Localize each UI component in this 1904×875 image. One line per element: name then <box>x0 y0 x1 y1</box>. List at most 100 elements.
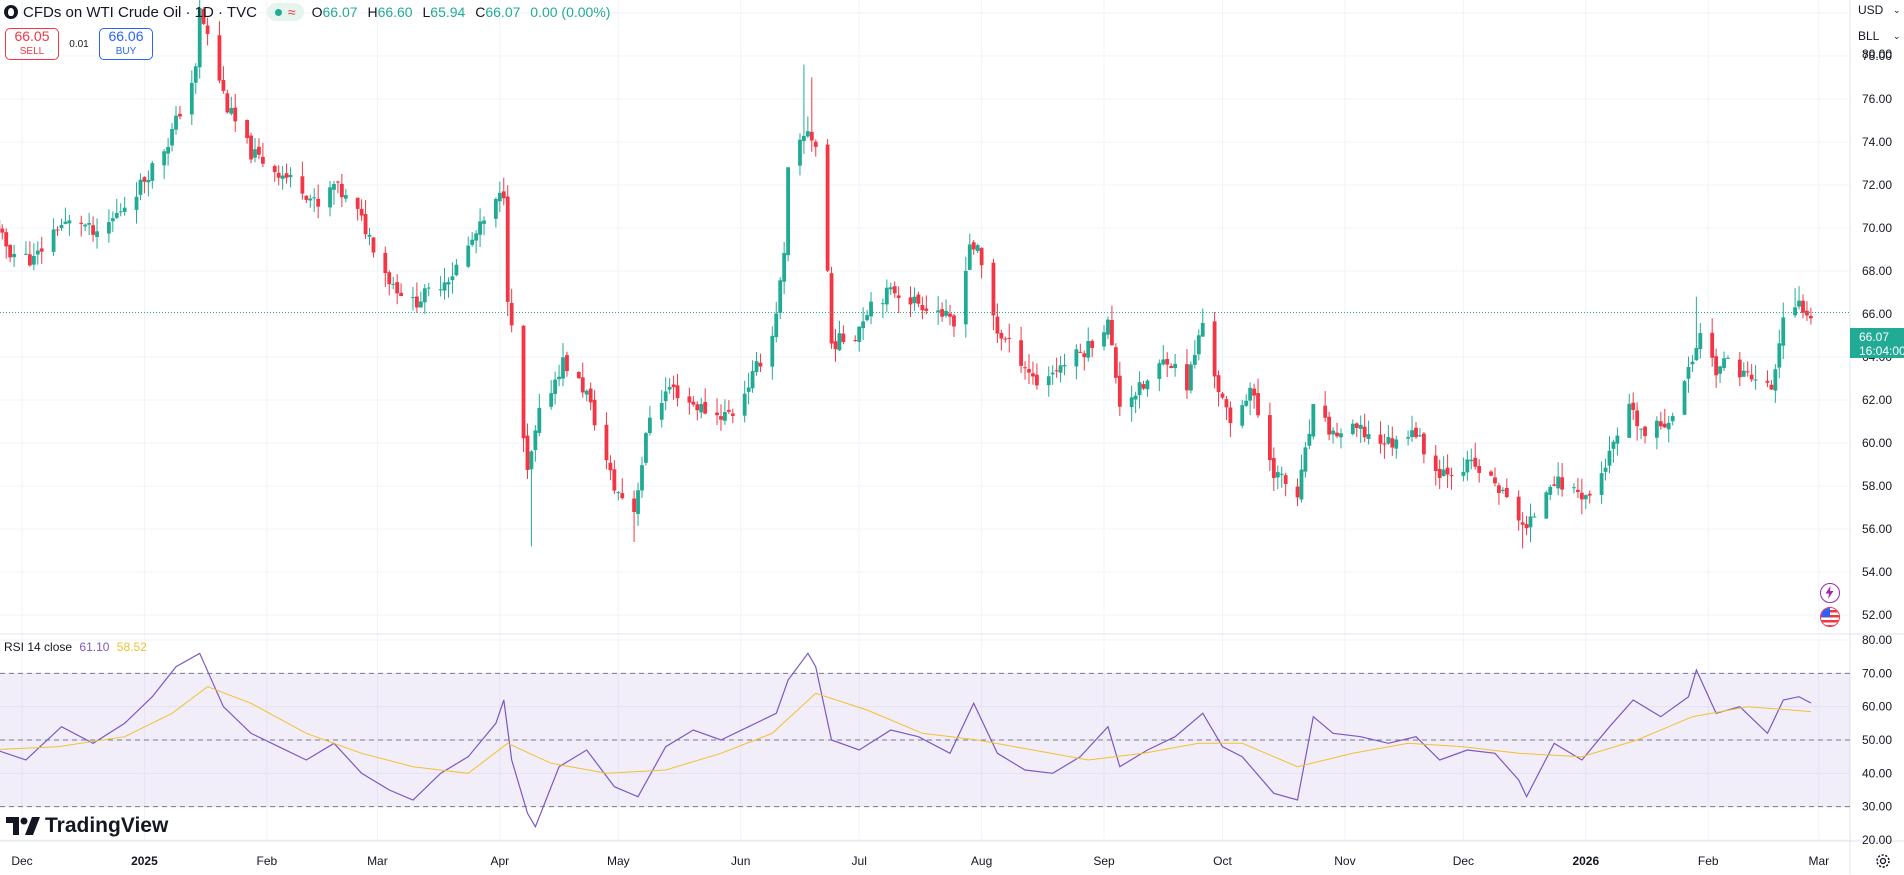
candle-body <box>502 191 506 198</box>
candle <box>1718 366 1722 383</box>
candle-body <box>478 221 482 234</box>
candle-body <box>1363 427 1367 438</box>
candle <box>1059 356 1063 382</box>
candle <box>636 483 640 526</box>
sell-label: SELL <box>20 44 44 59</box>
candle <box>660 390 664 428</box>
symbol-title[interactable]: CFDs on WTI Crude Oil · 1D · TVC <box>23 4 257 21</box>
candle <box>1698 323 1702 359</box>
candle <box>565 352 569 377</box>
candle-body <box>1189 364 1193 390</box>
candle <box>533 425 537 462</box>
time-axis-label: Aug <box>971 854 992 868</box>
candle-body <box>1738 360 1742 378</box>
candle-body <box>60 225 64 228</box>
candle <box>889 283 893 295</box>
candle-body <box>1339 433 1343 437</box>
candle-body <box>143 177 147 182</box>
candle <box>383 247 387 287</box>
candle-body <box>1213 321 1217 376</box>
candle <box>135 182 139 223</box>
candle <box>1671 413 1675 426</box>
candle <box>482 216 486 235</box>
candle-body <box>1726 358 1730 359</box>
candle <box>893 281 897 297</box>
candle <box>857 326 861 351</box>
candle-body <box>1142 384 1146 388</box>
candle-body <box>1694 348 1698 360</box>
candle <box>1438 460 1442 489</box>
candle <box>107 209 111 242</box>
candle-body <box>1671 416 1675 421</box>
candle-body <box>838 333 842 350</box>
candle-body <box>1221 394 1225 398</box>
candle <box>229 97 233 116</box>
candle-body <box>1074 349 1078 366</box>
rsi-legend[interactable]: RSI 14 close 61.10 58.52 <box>4 640 147 654</box>
candle-body <box>1157 363 1161 379</box>
market-status-badge[interactable]: ≈ <box>267 3 304 21</box>
rsi-ma-value: 58.52 <box>117 640 147 654</box>
currency-selector[interactable]: USD <box>1858 3 1883 17</box>
candle-body <box>1335 433 1339 437</box>
candle-body <box>360 209 364 216</box>
candle <box>759 354 763 372</box>
candle <box>360 199 364 221</box>
candle <box>798 133 802 175</box>
candle-body <box>470 240 474 245</box>
rsi-value: 61.10 <box>79 640 109 654</box>
candle-body <box>1461 472 1465 476</box>
candle-body <box>1138 382 1142 395</box>
candle-body <box>1766 381 1770 383</box>
candle <box>1300 455 1304 503</box>
candle-body <box>577 372 581 378</box>
candle-body <box>1331 431 1335 435</box>
candle-body <box>411 297 415 298</box>
candle-body <box>727 410 731 412</box>
buy-button[interactable]: 66.06 BUY <box>99 28 153 60</box>
candle-body <box>731 413 735 415</box>
candle-body <box>1276 472 1280 477</box>
sell-button[interactable]: 66.05 SELL <box>5 28 59 60</box>
candle <box>1615 428 1619 456</box>
candle-body <box>1505 488 1509 497</box>
rsi-axis-label: 70.00 <box>1862 666 1892 680</box>
candle <box>466 236 470 267</box>
candle <box>249 133 253 163</box>
candle-body <box>395 282 399 293</box>
candle <box>1655 416 1659 449</box>
lightning-icon[interactable] <box>1820 583 1840 603</box>
candle <box>644 432 648 466</box>
candle <box>28 241 32 266</box>
candle-body <box>1781 317 1785 345</box>
us-flag-icon[interactable] <box>1820 607 1840 627</box>
candle-body <box>67 220 71 223</box>
candle <box>980 247 984 278</box>
symbol-legend[interactable]: CFDs on WTI Crude Oil · 1D · TVC ≈ O66.0… <box>4 2 616 22</box>
candle-body <box>723 412 727 421</box>
candle-body <box>980 248 984 265</box>
candle-body <box>976 245 980 251</box>
candle <box>1268 403 1272 472</box>
candle <box>443 268 447 300</box>
candle-body <box>206 26 210 34</box>
settings-gear-icon[interactable] <box>1874 852 1892 870</box>
candle <box>1584 494 1588 509</box>
candle-body <box>1268 415 1272 460</box>
candle-body <box>968 244 972 269</box>
candle-body <box>1801 301 1805 313</box>
candle <box>1331 427 1335 443</box>
candle <box>1580 479 1584 515</box>
candle <box>897 286 901 313</box>
candle-body <box>770 336 774 367</box>
candle-body <box>537 408 541 433</box>
candle-body <box>1240 405 1244 425</box>
tradingview-watermark[interactable]: TradingView <box>6 814 168 838</box>
unit-selector[interactable]: BLL <box>1858 29 1879 43</box>
candle <box>1552 476 1556 486</box>
time-axis-label: Mar <box>367 854 388 868</box>
candle <box>1489 470 1493 476</box>
last-price-label: 66.07 16:04:00 <box>1850 328 1904 358</box>
time-axis-label: Jul <box>852 854 867 868</box>
